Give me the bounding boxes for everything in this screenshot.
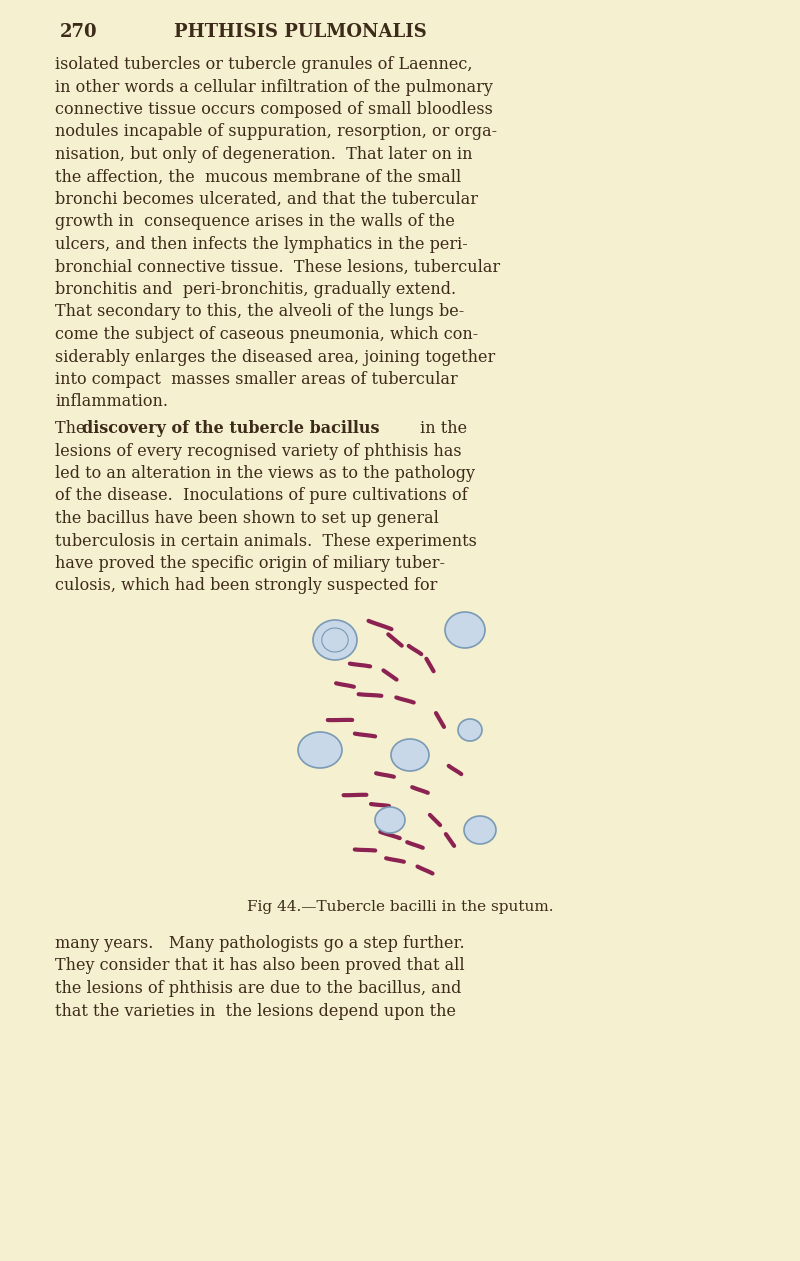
Text: Fig 44.—Tubercle bacilli in the sputum.: Fig 44.—Tubercle bacilli in the sputum. [246, 900, 554, 914]
Text: many years.   Many pathologists go a step further.: many years. Many pathologists go a step … [55, 934, 465, 952]
Text: nodules incapable of suppuration, resorption, or orga-: nodules incapable of suppuration, resorp… [55, 124, 497, 140]
Text: bronchial connective tissue.  These lesions, tubercular: bronchial connective tissue. These lesio… [55, 259, 500, 275]
Text: the affection, the  mucous membrane of the small: the affection, the mucous membrane of th… [55, 169, 462, 185]
Text: culosis, which had been strongly suspected for: culosis, which had been strongly suspect… [55, 578, 438, 594]
Text: connective tissue occurs composed of small bloodless: connective tissue occurs composed of sma… [55, 101, 493, 119]
Text: in the: in the [415, 420, 467, 438]
Text: bronchi becomes ulcerated, and that the tubercular: bronchi becomes ulcerated, and that the … [55, 190, 478, 208]
Text: have proved the specific origin of miliary tuber-: have proved the specific origin of milia… [55, 555, 445, 572]
Text: into compact  masses smaller areas of tubercular: into compact masses smaller areas of tub… [55, 371, 458, 388]
Text: led to an alteration in the views as to the pathology: led to an alteration in the views as to … [55, 465, 475, 482]
Text: The: The [55, 420, 90, 438]
Ellipse shape [375, 807, 405, 834]
Text: isolated tubercles or tubercle granules of Laennec,: isolated tubercles or tubercle granules … [55, 55, 473, 73]
Text: in other words a cellular infiltration of the pulmonary: in other words a cellular infiltration o… [55, 78, 493, 96]
Text: growth in  consequence arises in the walls of the: growth in consequence arises in the wall… [55, 213, 455, 231]
Text: 270: 270 [60, 23, 98, 42]
Text: the bacillus have been shown to set up general: the bacillus have been shown to set up g… [55, 509, 439, 527]
Ellipse shape [464, 816, 496, 844]
Ellipse shape [391, 739, 429, 770]
Ellipse shape [298, 731, 342, 768]
Text: bronchitis and  peri-bronchitis, gradually extend.: bronchitis and peri-bronchitis, graduall… [55, 281, 456, 298]
Text: that the varieties in  the lesions depend upon the: that the varieties in the lesions depend… [55, 1002, 456, 1019]
Ellipse shape [313, 620, 357, 660]
Text: discovery of the tubercle bacillus: discovery of the tubercle bacillus [82, 420, 379, 438]
Text: PHTHISIS PULMONALIS: PHTHISIS PULMONALIS [174, 23, 426, 42]
Text: lesions of every recognised variety of phthisis has: lesions of every recognised variety of p… [55, 443, 462, 459]
Text: nisation, but only of degeneration.  That later on in: nisation, but only of degeneration. That… [55, 146, 473, 163]
Text: They consider that it has also been proved that all: They consider that it has also been prov… [55, 957, 465, 975]
Text: inflammation.: inflammation. [55, 393, 168, 411]
Text: That secondary to this, the alveoli of the lungs be-: That secondary to this, the alveoli of t… [55, 304, 464, 320]
Text: the lesions of phthisis are due to the bacillus, and: the lesions of phthisis are due to the b… [55, 980, 462, 997]
Text: tuberculosis in certain animals.  These experiments: tuberculosis in certain animals. These e… [55, 532, 477, 550]
Text: ulcers, and then infects the lymphatics in the peri-: ulcers, and then infects the lymphatics … [55, 236, 468, 253]
Text: come the subject of caseous pneumonia, which con-: come the subject of caseous pneumonia, w… [55, 327, 478, 343]
Ellipse shape [445, 612, 485, 648]
Text: siderably enlarges the diseased area, joining together: siderably enlarges the diseased area, jo… [55, 348, 495, 366]
Text: of the disease.  Inoculations of pure cultivations of: of the disease. Inoculations of pure cul… [55, 488, 468, 504]
Ellipse shape [458, 719, 482, 741]
